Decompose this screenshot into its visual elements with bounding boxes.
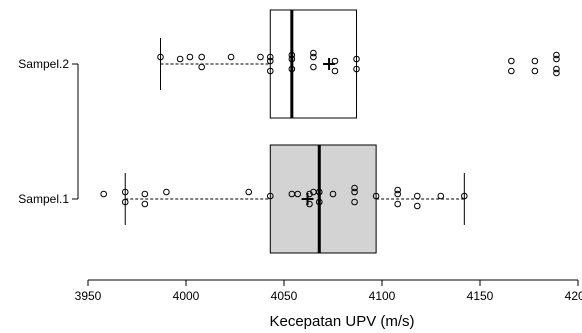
data-point (413, 202, 421, 210)
data-point (141, 190, 149, 198)
box-iqr (269, 144, 377, 254)
data-point (288, 51, 296, 59)
data-point (294, 190, 302, 198)
data-point (186, 53, 194, 61)
data-point (461, 192, 468, 200)
boxes (124, 9, 465, 254)
data-point (553, 55, 560, 63)
x-axis-title: Kecepatan UPV (m/s) (269, 313, 414, 330)
data-point (531, 57, 539, 65)
axes: 3950 4000 4050 4100 4150 4200 Sampel.1 Sampel.2 (18, 57, 582, 303)
data-point (100, 190, 107, 198)
data-point (266, 192, 274, 200)
data-point (394, 190, 401, 198)
data-point (157, 53, 164, 61)
data-point (310, 53, 317, 61)
data-point (315, 188, 323, 196)
data-point (508, 67, 515, 75)
data-point (553, 51, 560, 59)
data-point (245, 188, 253, 196)
x-tick-label: 4200 (565, 289, 582, 303)
data-point (531, 67, 539, 75)
data-point (306, 200, 313, 208)
data-point (553, 65, 560, 73)
points (100, 49, 560, 210)
data-point (310, 63, 317, 71)
data-point (121, 188, 129, 196)
x-tick-label: 3950 (75, 289, 102, 303)
data-point (394, 200, 401, 208)
x-tick-label: 4050 (271, 289, 298, 303)
data-point (351, 184, 358, 192)
data-point (331, 57, 339, 65)
data-point (227, 53, 235, 61)
x-tick-label: 4000 (173, 289, 200, 303)
y-category-label: Sampel.1 (18, 192, 69, 206)
data-point (310, 49, 317, 57)
data-point (394, 186, 401, 194)
data-point (351, 188, 358, 196)
data-point (372, 192, 380, 200)
data-point (266, 53, 274, 61)
data-point (266, 67, 274, 75)
data-point (257, 53, 264, 61)
x-tick-label: 4100 (369, 289, 396, 303)
data-point (176, 55, 184, 63)
data-point (288, 55, 296, 63)
data-point (315, 198, 323, 206)
data-point (413, 192, 421, 200)
y-category-label: Sampel.2 (18, 57, 69, 71)
x-tick-label: 4150 (467, 289, 494, 303)
data-point (353, 55, 360, 63)
data-point (141, 200, 149, 208)
data-point (198, 53, 205, 61)
box-sampel-2 (160, 9, 358, 119)
data-point (351, 198, 358, 206)
data-point (163, 188, 170, 196)
data-point (508, 57, 515, 65)
data-point (306, 190, 313, 198)
data-point (353, 65, 360, 73)
data-point (121, 198, 129, 206)
data-point (329, 190, 337, 198)
data-point (553, 69, 560, 77)
data-point (331, 67, 339, 75)
data-point (266, 57, 274, 65)
data-point (288, 65, 296, 73)
data-point (198, 63, 205, 71)
box-sampel-1 (124, 144, 465, 254)
data-point (437, 192, 445, 200)
